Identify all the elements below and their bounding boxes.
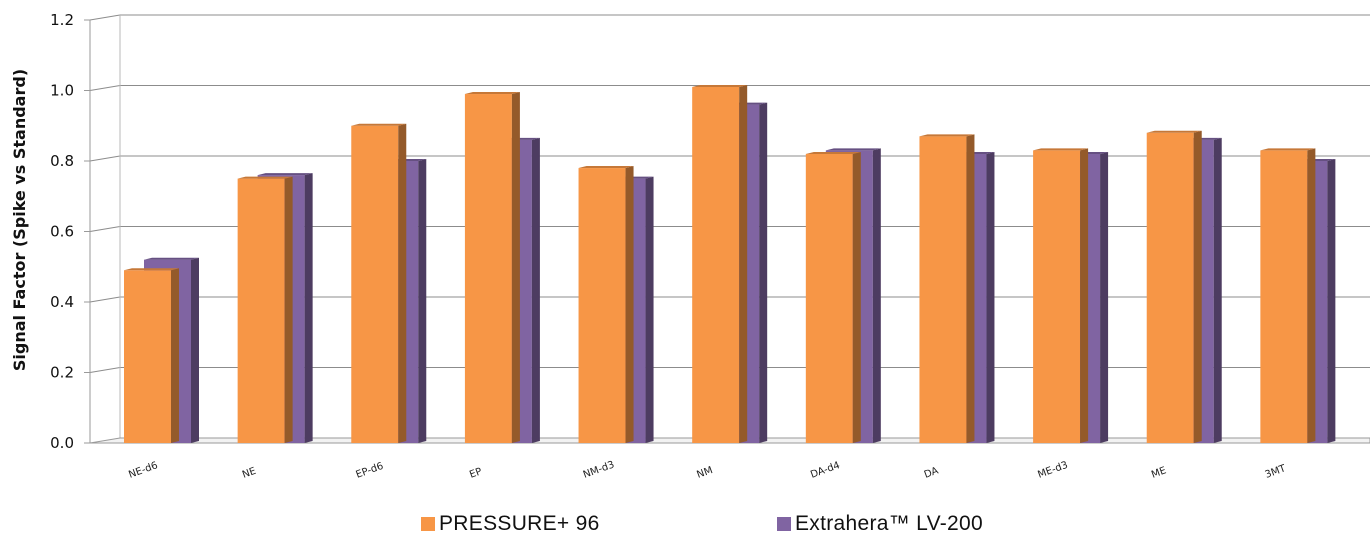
legend-label: Extrahera™ LV-200 (795, 512, 983, 535)
bars (124, 84, 1336, 444)
legend-item-series-1: PRESSURE+ 96 (421, 512, 600, 536)
y-tick-label: 0.6 (50, 223, 74, 241)
bar-pressure-3MT (1260, 148, 1316, 444)
x-tick-label: ME (1150, 465, 1168, 480)
bar-pressure-ME-d3 (1033, 148, 1089, 444)
legend: PRESSURE+ 96 Extrahera™ LV-200 (0, 512, 1370, 538)
legend-label: PRESSURE+ 96 (439, 512, 600, 535)
y-tick-label: 0.4 (50, 293, 74, 311)
gridline-diagonal (89, 85, 121, 91)
bar-pressure-ME (1146, 130, 1202, 444)
gridline-diagonal (89, 14, 121, 21)
y-tick-label: 1.0 (50, 82, 74, 100)
x-tick-label: DA (923, 466, 940, 481)
x-tick-label: ME-d3 (1036, 460, 1069, 481)
x-tick-label: NE (241, 466, 258, 481)
legend-swatch-orange (421, 517, 435, 531)
bar-pressure-NM (692, 84, 748, 443)
bar-pressure-DA (919, 134, 975, 443)
legend-swatch-purple (777, 517, 791, 531)
gridline-diagonal (89, 155, 121, 162)
x-tick-label: NM (695, 465, 714, 481)
y-tick-label: 0.8 (50, 152, 74, 170)
bar-pressure-DA-d4 (805, 151, 861, 443)
bar-pressure-EP-d6 (351, 123, 407, 443)
bar-pressure-NE-d6 (124, 268, 179, 443)
y-tick-label: 0.0 (50, 434, 74, 452)
x-tick-label: NE-d6 (127, 460, 159, 481)
gridline-diagonal (89, 226, 121, 232)
x-tick-label: EP (468, 466, 483, 481)
gridline-diagonal (89, 296, 121, 303)
x-tick-label: EP-d6 (355, 461, 385, 481)
bar-pressure-EP (464, 92, 520, 444)
bar-chart: 0.0 0.2 0.4 0.6 0.8 1.0 1.2 NE-d6 NE EP-d6 EP NM-d3… (10, 11, 1370, 481)
x-tick-label: DA-d4 (809, 460, 841, 481)
y-tick-label: 1.2 (50, 11, 74, 29)
x-tick-label: 3MT (1264, 463, 1288, 481)
x-tick-label: NM-d3 (582, 459, 616, 480)
bar-pressure-NE (237, 176, 293, 443)
y-axis-label: Signal Factor (Spike vs Standard) (10, 69, 29, 371)
y-tick-label: 0.2 (50, 364, 74, 382)
gridline-diagonal (89, 367, 121, 373)
legend-item-series-2: Extrahera™ LV-200 (777, 512, 983, 536)
bar-pressure-NM-d3 (578, 166, 634, 444)
